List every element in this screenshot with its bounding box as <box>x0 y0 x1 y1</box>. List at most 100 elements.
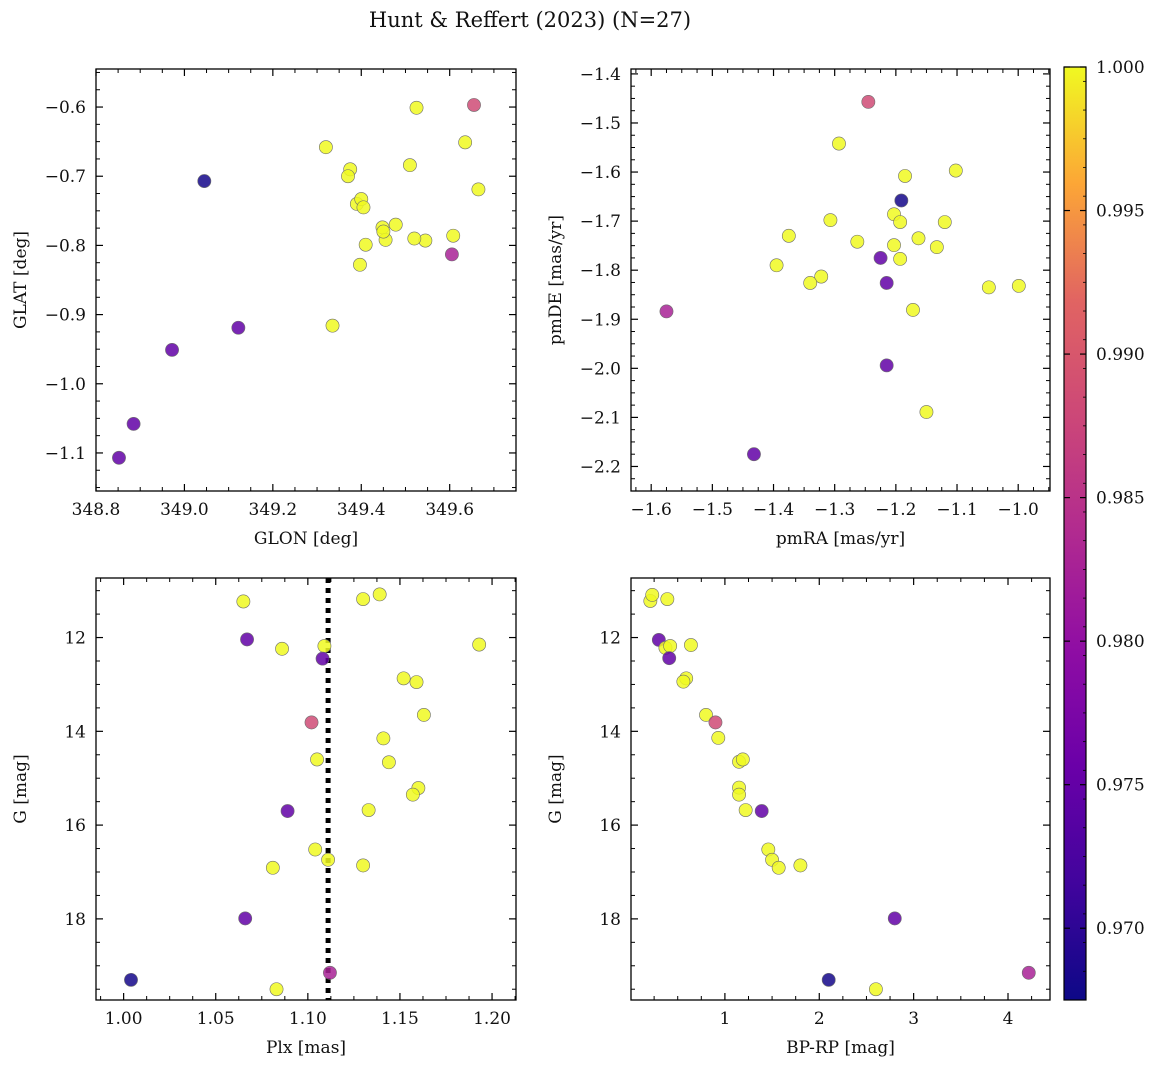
scatter-point <box>388 217 403 232</box>
y-tick-label: −2.0 <box>580 359 621 379</box>
scatter-point <box>898 169 912 183</box>
scatter-point <box>407 231 422 246</box>
x-tick-label: 1.05 <box>197 1009 235 1029</box>
scatter-point <box>781 228 796 243</box>
y-tick-label: −1.7 <box>580 212 621 232</box>
x-tick-label: 4 <box>1003 1009 1014 1029</box>
y-tick-label: 12 <box>599 629 621 649</box>
colorbar-gradient <box>1063 66 1087 1001</box>
scatter-point <box>1021 965 1036 980</box>
scatter-point <box>231 320 246 335</box>
scatter-point <box>861 94 876 109</box>
scatter-point <box>236 594 251 609</box>
scatter-point <box>197 174 212 188</box>
scatter-point <box>793 858 808 873</box>
colorbar-tick-label: 0.970 <box>1096 919 1145 939</box>
scatter-point <box>446 228 461 243</box>
x-tick-label: −1.0 <box>998 500 1039 520</box>
scatter-point <box>919 405 934 419</box>
scatter-point <box>356 592 371 606</box>
axes-frame <box>630 577 1051 1001</box>
y-tick-label: −1.5 <box>580 114 621 134</box>
x-tick-label: −1.2 <box>875 500 916 520</box>
scatter-point <box>887 238 901 253</box>
scatter-panel-1: 348.8 349.0 349.2 349.4 349.6 −1.1 −1.0 −0.9 −0.… <box>11 68 517 549</box>
scatter-point <box>356 858 371 873</box>
scatter-point <box>317 639 332 653</box>
colorbar-tick-label: 0.995 <box>1096 202 1145 222</box>
scatter-point <box>850 234 865 249</box>
scatter-point <box>112 450 126 465</box>
scatter-point <box>381 755 396 770</box>
x-axis-label: BP-RP [mag] <box>786 1038 895 1058</box>
y-tick-label: 18 <box>64 910 86 930</box>
scatter-point <box>735 752 750 767</box>
x-tick-label: 349.4 <box>337 500 386 520</box>
scatter-point <box>911 231 926 246</box>
scatter-point <box>356 200 371 215</box>
y-tick-label: −1.6 <box>580 163 621 183</box>
scatter-point <box>240 632 254 647</box>
y-tick-label: 14 <box>599 722 621 742</box>
y-tick-label: −0.9 <box>45 306 86 326</box>
x-tick-label: 1.10 <box>289 1009 327 1029</box>
scatter-point <box>676 674 691 689</box>
scatter-point <box>405 787 420 802</box>
y-axis-label: pmDE [mas/yr] <box>546 215 566 345</box>
y-tick-label: −1.9 <box>580 310 621 330</box>
y-tick-label: 14 <box>64 722 86 742</box>
scatter-point <box>467 98 481 112</box>
scatter-point <box>873 251 888 265</box>
scatter-point <box>321 852 336 867</box>
scatter-point <box>879 358 894 373</box>
scatter-panel-2: −1.6 −1.5 −1.4 −1.3 −1.2 −1.1 −1.0 −2.2 −2.1 −2.0… <box>546 65 1051 549</box>
scatter-point <box>409 100 424 115</box>
x-axis-label: GLON [deg] <box>254 529 358 549</box>
scatter-point <box>771 860 786 875</box>
scatter-point <box>409 675 424 689</box>
scatter-point <box>823 213 838 228</box>
y-tick-label: −1.1 <box>45 444 86 464</box>
x-tick-label: 3 <box>908 1009 919 1029</box>
scatter-point <box>663 639 678 653</box>
axes-frame <box>95 577 517 1001</box>
scatter-point <box>353 257 367 272</box>
scatter-point <box>660 592 675 606</box>
scatter-point <box>803 276 818 290</box>
scatter-point <box>981 280 996 295</box>
axes-frame <box>95 68 517 492</box>
scatter-point <box>376 731 391 746</box>
scatter-point <box>699 708 713 722</box>
x-tick-label: 349.6 <box>425 500 474 520</box>
scatter-point <box>265 860 280 875</box>
scatter-point <box>948 163 963 178</box>
y-tick-label: −0.8 <box>45 236 86 256</box>
y-tick-label: −1.4 <box>580 65 621 85</box>
scatter-point <box>662 651 677 666</box>
scatter-point <box>315 651 330 666</box>
scatter-point <box>645 587 660 602</box>
y-axis-label: G [mag] <box>11 754 31 823</box>
scatter-point <box>754 804 769 818</box>
x-tick-label: −1.6 <box>631 500 672 520</box>
x-axis-label: Plx [mas] <box>266 1038 346 1058</box>
x-tick-label: −1.1 <box>936 500 977 520</box>
y-axis-label: G [mag] <box>546 754 566 823</box>
scatter-point <box>126 416 141 431</box>
x-tick-label: −1.4 <box>753 500 794 520</box>
scatter-point <box>325 318 340 333</box>
x-tick-label: 1 <box>719 1009 730 1029</box>
colorbar-tick-label: 0.990 <box>1096 345 1145 365</box>
scatter-point <box>887 911 902 926</box>
y-tick-label: −0.6 <box>45 98 86 118</box>
y-tick-label: 16 <box>64 816 86 836</box>
scatter-point <box>821 972 836 987</box>
scatter-point <box>684 638 698 652</box>
y-tick-label: 12 <box>64 629 86 649</box>
scatter-point <box>747 447 761 462</box>
scatter-point <box>269 982 284 997</box>
x-axis-label: pmRA [mas/yr] <box>776 529 905 549</box>
x-tick-label: 349.0 <box>160 500 209 520</box>
colorbar-tick-label: 0.975 <box>1096 776 1145 796</box>
